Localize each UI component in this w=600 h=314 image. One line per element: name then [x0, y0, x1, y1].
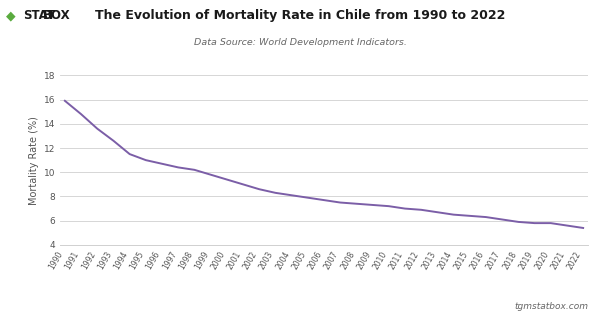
Text: ◆: ◆: [6, 9, 16, 22]
Text: STAT: STAT: [23, 9, 55, 22]
Text: tgmstatbox.com: tgmstatbox.com: [514, 302, 588, 311]
Text: Data Source: World Development Indicators.: Data Source: World Development Indicator…: [194, 38, 406, 47]
Text: The Evolution of Mortality Rate in Chile from 1990 to 2022: The Evolution of Mortality Rate in Chile…: [95, 9, 505, 22]
Text: BOX: BOX: [43, 9, 71, 22]
Y-axis label: Mortality Rate (%): Mortality Rate (%): [29, 116, 40, 205]
